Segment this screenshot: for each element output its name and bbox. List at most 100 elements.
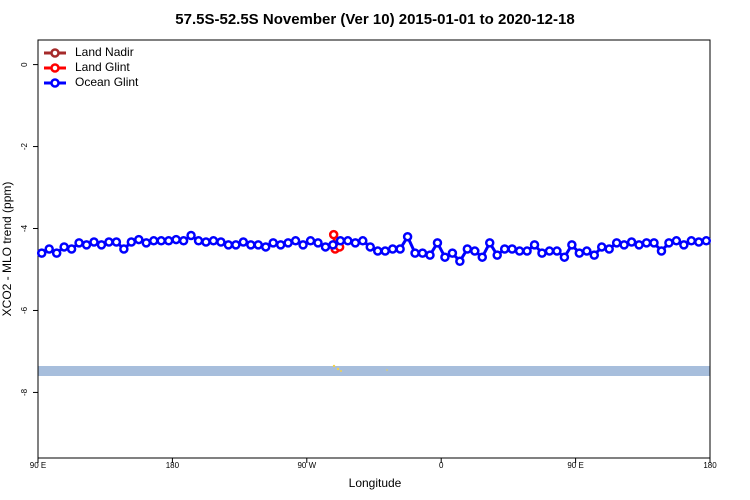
point — [634, 240, 644, 250]
point — [358, 236, 368, 246]
point — [626, 237, 637, 247]
point — [328, 240, 338, 250]
map-land — [340, 370, 342, 372]
y-tick-label: -6 — [20, 306, 29, 314]
point — [641, 238, 652, 248]
point — [522, 246, 532, 256]
point — [74, 238, 84, 248]
map-land — [332, 364, 336, 368]
point — [395, 244, 405, 254]
point — [81, 240, 92, 250]
point — [402, 231, 413, 242]
point — [544, 246, 555, 256]
point — [671, 236, 682, 246]
point — [163, 236, 174, 246]
point — [134, 234, 144, 245]
point — [514, 246, 525, 256]
point — [387, 244, 398, 254]
point — [507, 244, 517, 254]
point — [574, 248, 585, 258]
x-tick-label: 180 — [703, 461, 717, 470]
point — [477, 252, 488, 262]
point — [51, 248, 62, 258]
point — [604, 244, 614, 254]
point — [365, 242, 376, 252]
point — [260, 242, 271, 252]
map-land — [336, 367, 340, 371]
y-tick-label: -4 — [20, 224, 29, 232]
x-tick-label: 90 W — [297, 461, 316, 470]
y-axis-label: XCO2 - MLO trend (ppm) — [0, 182, 14, 317]
plot-frame — [37, 39, 711, 459]
point — [350, 238, 361, 248]
point — [552, 246, 562, 256]
point — [36, 248, 47, 258]
point — [484, 238, 495, 248]
point — [305, 236, 316, 246]
point — [432, 238, 443, 248]
point — [582, 246, 592, 256]
point — [156, 236, 166, 246]
legend-marker — [50, 78, 60, 88]
point — [589, 250, 600, 260]
point — [559, 252, 570, 262]
point — [343, 236, 353, 246]
point — [208, 236, 219, 246]
point — [283, 238, 293, 248]
point — [492, 250, 502, 260]
point — [313, 238, 323, 248]
point — [499, 244, 510, 254]
point — [275, 240, 286, 250]
point — [141, 238, 152, 248]
map-strip — [38, 366, 710, 376]
point — [171, 234, 181, 245]
point — [268, 238, 278, 248]
point — [328, 229, 339, 240]
y-tick-label: -8 — [20, 388, 29, 396]
point — [290, 236, 301, 246]
point — [148, 236, 159, 246]
point — [694, 237, 704, 247]
point — [253, 240, 264, 250]
point — [186, 230, 196, 241]
point — [440, 252, 450, 262]
point — [664, 238, 674, 248]
x-axis-label: Longitude — [349, 476, 402, 490]
point — [238, 237, 249, 247]
point — [701, 236, 712, 246]
point — [679, 240, 689, 250]
legend-label: Ocean Glint — [75, 75, 139, 89]
point — [567, 240, 577, 250]
point — [537, 248, 547, 258]
point — [178, 236, 189, 246]
point — [470, 246, 480, 256]
point — [462, 244, 473, 254]
point — [611, 238, 622, 248]
y-tick-label: -2 — [20, 142, 29, 150]
point — [216, 237, 226, 247]
point — [447, 248, 458, 258]
point — [686, 236, 697, 246]
legend-marker — [50, 48, 60, 58]
point — [372, 246, 383, 256]
point — [89, 237, 99, 247]
point — [656, 246, 667, 256]
point — [111, 237, 122, 247]
legend-label: Land Nadir — [75, 45, 134, 59]
point — [104, 237, 114, 247]
y-tick-label: 0 — [20, 62, 29, 67]
point — [417, 248, 428, 258]
point — [223, 240, 234, 250]
point — [298, 240, 308, 250]
point — [126, 237, 137, 247]
x-tick-label: 90 E — [567, 461, 583, 470]
point — [66, 244, 77, 254]
chart-title: 57.5S-52.5S November (Ver 10) 2015-01-01… — [175, 11, 574, 28]
legend-marker — [50, 63, 60, 73]
point — [246, 240, 256, 250]
point — [96, 240, 107, 250]
point — [231, 240, 241, 250]
legend-label: Land Glint — [75, 60, 130, 74]
point — [335, 236, 346, 246]
